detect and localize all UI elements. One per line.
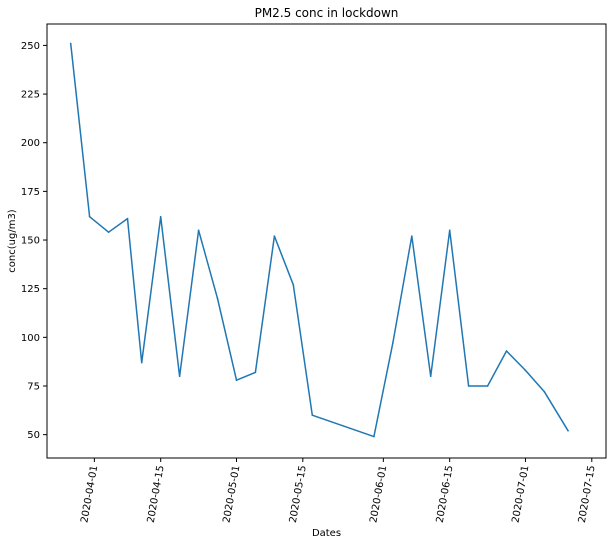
chart-title: PM2.5 conc in lockdown — [255, 6, 399, 20]
y-tick-label: 75 — [27, 381, 40, 392]
data-point — [69, 42, 72, 45]
series-layer — [69, 42, 569, 438]
data-point — [107, 231, 110, 234]
y-tick-label: 250 — [21, 41, 40, 52]
data-point — [197, 229, 200, 232]
y-tick-label: 50 — [27, 430, 40, 441]
data-point — [543, 391, 546, 393]
data-point — [292, 283, 295, 286]
data-point — [410, 235, 413, 237]
data-point — [126, 217, 129, 220]
data-point — [524, 369, 527, 372]
data-point — [467, 385, 470, 387]
y-tick-label: 150 — [21, 236, 40, 247]
y-tick-label: 100 — [21, 333, 40, 344]
data-point — [88, 215, 91, 218]
y-tick-label: 225 — [21, 90, 40, 101]
data-point — [216, 297, 219, 300]
data-point — [373, 435, 375, 438]
y-axis-label: conc(ug/m3) — [7, 209, 18, 273]
y-tick-label: 125 — [21, 284, 40, 295]
data-point — [311, 414, 314, 416]
data-point — [429, 375, 432, 378]
y-axis: 50 75 100 125 150 175 200 225 250 — [21, 41, 47, 441]
data-point — [448, 229, 451, 232]
y-tick-label: 175 — [21, 187, 40, 198]
data-point — [273, 235, 276, 237]
data-point — [567, 429, 569, 432]
x-axis-label: Dates — [312, 528, 341, 539]
data-point — [486, 385, 489, 387]
data-point — [178, 375, 181, 378]
data-point — [505, 350, 508, 352]
plot-frame — [46, 23, 607, 459]
data-point — [392, 342, 394, 344]
data-point — [159, 215, 162, 218]
data-point — [140, 361, 143, 364]
data-point — [254, 371, 257, 374]
data-point — [235, 379, 238, 381]
y-tick-label: 200 — [21, 138, 40, 149]
